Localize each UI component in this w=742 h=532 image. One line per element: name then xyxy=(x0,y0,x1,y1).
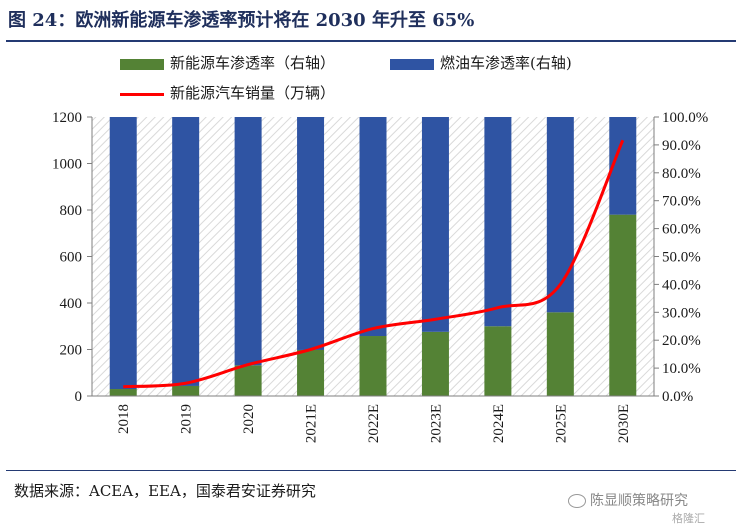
y-left-tick-label: 600 xyxy=(60,250,83,266)
y-left-tick-label: 1000 xyxy=(52,157,82,173)
y-right-tick-label: 10.0% xyxy=(662,361,701,377)
bar-nev xyxy=(234,365,262,396)
y-right-tick-label: 80.0% xyxy=(662,166,701,182)
x-tick-label: 2022E xyxy=(366,404,382,443)
y-left-tick-label: 400 xyxy=(60,296,83,312)
y-left-tick-label: 800 xyxy=(60,203,83,219)
y-right-tick-label: 70.0% xyxy=(662,194,701,210)
watermark-logo: 格隆汇 xyxy=(672,512,705,525)
bar-fuel xyxy=(546,117,574,313)
bar-fuel xyxy=(421,117,449,332)
y-right-tick-label: 30.0% xyxy=(662,305,701,321)
y-right-tick-label: 60.0% xyxy=(662,222,701,238)
y-right-tick-label: 90.0% xyxy=(662,138,701,154)
sales-line xyxy=(123,139,625,389)
title-rule xyxy=(6,40,736,42)
y-right-tick-label: 0.0% xyxy=(662,389,693,405)
x-tick-label: 2025E xyxy=(553,404,569,443)
x-tick-label: 2021E xyxy=(304,404,320,443)
wechat-icon xyxy=(568,494,586,508)
x-tick-label: 2018 xyxy=(116,404,132,434)
bar-fuel xyxy=(359,117,387,337)
y-right-tick-label: 50.0% xyxy=(662,250,701,266)
bar-nev xyxy=(297,349,325,396)
legend-label-fuel: 燃油车渗透率(右轴) xyxy=(440,54,572,72)
legend-item-nev: 新能源车渗透率（右轴） xyxy=(120,52,335,73)
x-tick-label: 2030E xyxy=(616,404,632,443)
y-right-tick-label: 100.0% xyxy=(662,110,708,126)
y-left-tick-label: 1200 xyxy=(52,110,82,126)
bar-nev xyxy=(421,331,449,396)
x-tick-label: 2023E xyxy=(428,404,444,443)
legend-label-sales: 新能源汽车销量（万辆） xyxy=(170,84,336,102)
source-note: 数据来源：ACEA，EEA，国泰君安证券研究 xyxy=(14,482,316,500)
bar-fuel xyxy=(234,117,262,366)
legend-swatch-fuel xyxy=(390,58,434,70)
legend-label-nev: 新能源车渗透率（右轴） xyxy=(170,54,336,72)
legend-swatch-nev xyxy=(120,58,164,70)
bar-nev xyxy=(359,336,387,396)
watermark: 陈显顺策略研究 xyxy=(568,490,688,510)
bar-nev xyxy=(109,389,137,396)
chart: 0 200 400 600 800 1000 1200 0.0% 10.0% 20.0% 30.0%… xyxy=(52,110,708,443)
x-tick-label: 2020 xyxy=(241,404,257,434)
bar-fuel xyxy=(109,117,137,390)
bottom-rule xyxy=(6,470,736,471)
y-right-tick-label: 20.0% xyxy=(662,333,701,349)
bar-fuel xyxy=(297,117,325,350)
y-right-tick-label: 40.0% xyxy=(662,277,701,293)
x-tick-label: 2019 xyxy=(179,404,195,434)
bar-fuel xyxy=(484,117,512,327)
bar-nev xyxy=(484,326,512,396)
bar-nev xyxy=(609,214,637,396)
watermark-text: 陈显顺策略研究 xyxy=(590,493,688,509)
bar-fuel xyxy=(172,117,200,386)
y-left-tick-label: 0 xyxy=(75,389,83,405)
legend-swatch-sales xyxy=(120,92,164,96)
bar-nev xyxy=(172,385,200,396)
bar-nev xyxy=(546,312,574,396)
legend-item-sales: 新能源汽车销量（万辆） xyxy=(120,82,335,103)
legend-item-fuel: 燃油车渗透率(右轴) xyxy=(390,52,572,73)
x-tick-label: 2024E xyxy=(491,404,507,443)
page-title: 图 24：欧洲新能源车渗透率预计将在 2030 年升至 65% xyxy=(8,10,475,31)
y-left-tick-label: 200 xyxy=(60,343,83,359)
